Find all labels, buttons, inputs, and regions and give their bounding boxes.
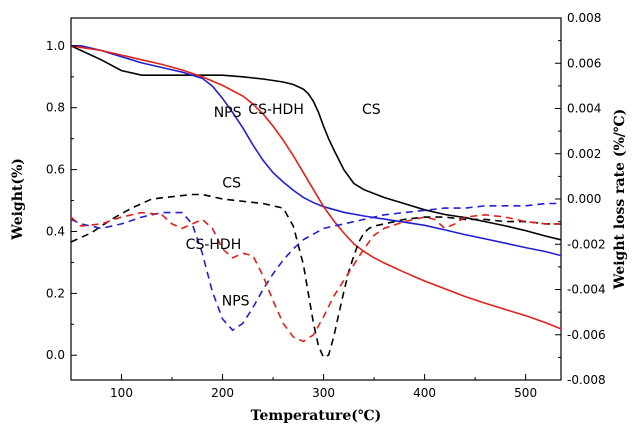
y-tick-label: 0.8 [46,101,65,115]
y2-tick-label: 0.006 [567,56,601,70]
series-label-annotation: CS [222,176,241,192]
series-line-cs-weight [70,45,562,241]
y-tick-label: 0.4 [46,224,65,238]
y2-tick-label: 0.002 [567,147,601,161]
series-line-nps-weight [71,44,562,257]
y-tick-label: 0.6 [46,163,65,177]
x-tick-label: 100 [110,386,133,400]
x-tick-label: 500 [514,386,537,400]
series-label-annotation: CS-HDH [248,102,304,118]
y-tick-label: 0.0 [46,348,65,362]
series-label-annotation: NPS [214,105,242,121]
y2-axis-title: Weight loss rate (%/℃) [612,109,628,291]
plot-frame [70,17,562,381]
series-label-annotation: CS-HDH [186,237,242,253]
series-line-cs-dtg [70,193,561,359]
annotation-layer: CS CS-HDH NPS CS CS-HDH NPS [186,102,381,309]
y2-tick-label: -0.006 [567,328,606,342]
y2-tick-label: 0.004 [567,102,601,116]
y2-tick-label: 0.000 [567,192,601,206]
y-tick-label: 1.0 [46,39,65,53]
y2-tick-label: -0.002 [567,237,606,251]
series-line-nps-dtg [70,202,561,332]
series-label-annotation: NPS [222,293,250,309]
series-label-annotation: CS [362,102,381,118]
y-axis-title: Weight(%) [10,158,26,241]
series-layer [70,44,562,359]
series-line-cs-hdh-dtg [70,211,561,343]
y2-tick-label: -0.008 [567,373,606,387]
y2-tick-label: 0.008 [567,11,601,25]
tick-layer: 100 200 300 400 500 0.0 0.2 0.4 0.6 0.8 1.0 -0.008 -… [46,11,606,400]
x-tick-label: 400 [413,386,436,400]
x-tick-label: 200 [211,386,234,400]
x-axis-title: Temperature(℃) [251,408,382,424]
y2-tick-label: -0.004 [567,283,606,297]
x-tick-label: 300 [312,386,335,400]
series-line-cs-hdh-weight [70,45,562,330]
y-tick-label: 0.2 [46,286,65,300]
